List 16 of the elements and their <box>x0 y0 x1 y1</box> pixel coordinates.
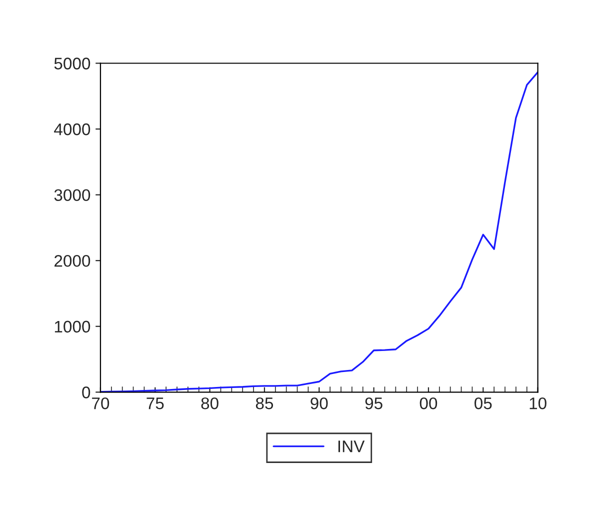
legend-label: INV <box>338 440 365 452</box>
y-tick-label: 5000 <box>54 58 90 70</box>
y-tick-label: 0 <box>82 386 90 398</box>
x-tick-label: 10 <box>530 397 546 410</box>
y-tick-label: 1000 <box>54 320 90 333</box>
x-tick-label: 85 <box>256 397 274 410</box>
y-tick-label: 4000 <box>54 123 90 136</box>
x-tick-label: 95 <box>365 397 382 410</box>
x-tick-label: 80 <box>201 397 218 410</box>
x-tick-label: 05 <box>474 397 492 410</box>
x-tick-label: 75 <box>146 398 164 410</box>
x-tick-label: 00 <box>420 397 438 410</box>
y-tick-label: 2000 <box>54 254 90 267</box>
x-tick-label: 70 <box>92 397 110 410</box>
x-tick-label: 90 <box>310 397 328 410</box>
y-tick-label: 3000 <box>54 189 90 202</box>
